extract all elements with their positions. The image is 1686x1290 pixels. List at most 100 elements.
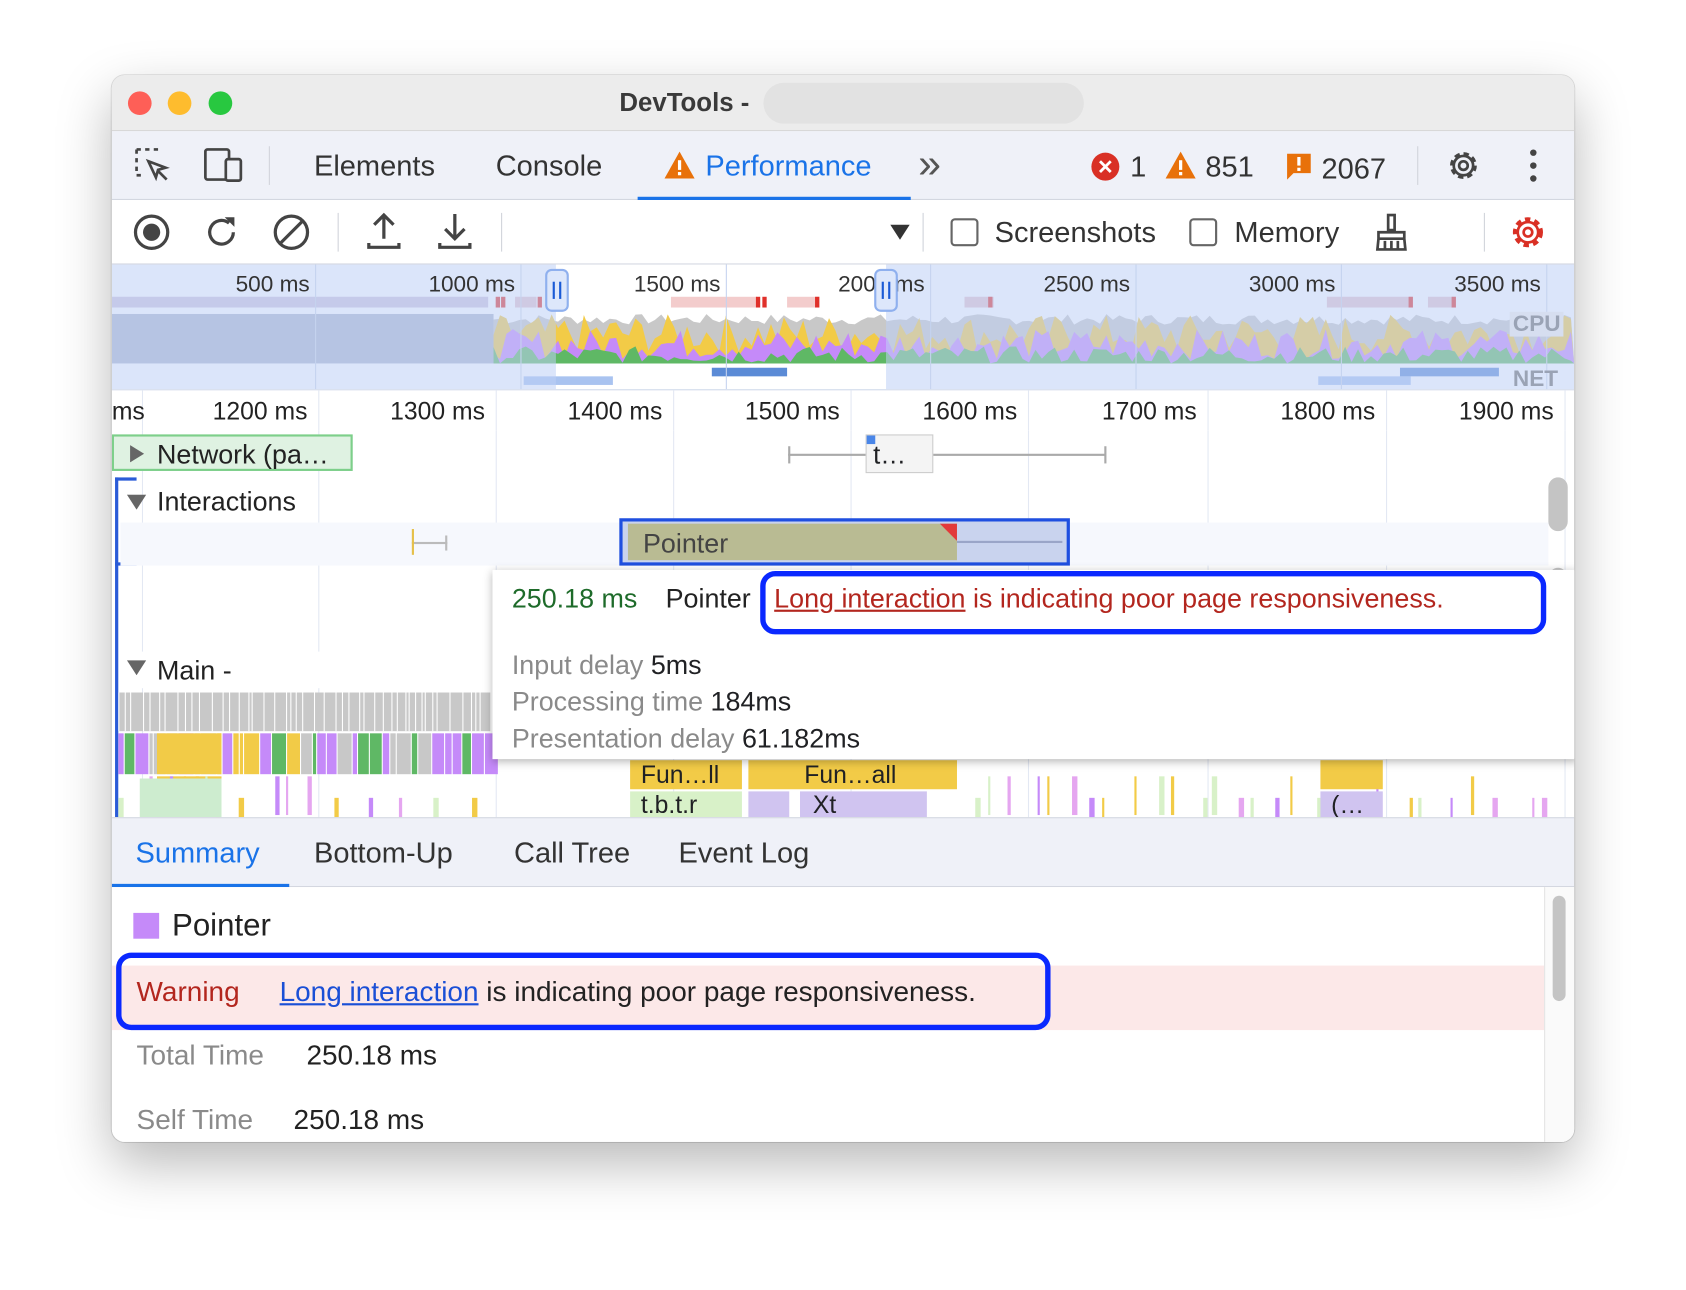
interactions-track-header[interactable]: Interactions (125, 486, 448, 518)
issues-icon[interactable] (1285, 152, 1313, 182)
record-icon[interactable] (132, 213, 171, 252)
flame-event[interactable] (1238, 797, 1245, 818)
warning-count[interactable]: 851 (1205, 150, 1254, 183)
flame-event[interactable] (260, 733, 271, 775)
tab-summary[interactable]: Summary (111, 818, 290, 888)
flame-event[interactable] (326, 733, 337, 775)
flame-event[interactable] (411, 733, 418, 775)
flame-event[interactable] (239, 733, 244, 775)
flame-event[interactable]: Fun…all (748, 760, 957, 790)
summary-scrollbar[interactable] (1544, 887, 1575, 1142)
long-interaction-link[interactable]: Long interaction (279, 975, 479, 1008)
flame-event[interactable] (1047, 776, 1050, 816)
tab-call-tree[interactable]: Call Tree (513, 836, 631, 869)
flame-event[interactable] (472, 797, 478, 818)
screenshots-checkbox[interactable] (950, 218, 979, 247)
flame-event[interactable] (1532, 797, 1535, 818)
timeline-overview[interactable]: 500 ms 1000 ms 1500 ms 2000 ms 2500 ms 3000 m… (111, 264, 1575, 390)
flame-event[interactable] (272, 733, 287, 775)
flame-event[interactable] (1037, 776, 1040, 816)
collect-garbage-broom-icon[interactable] (1372, 213, 1411, 252)
flame-event[interactable]: (… (1320, 791, 1383, 818)
flame-event[interactable] (275, 776, 280, 816)
network-track-header[interactable]: Network (pa… (111, 434, 353, 471)
flame-event[interactable] (1159, 776, 1165, 816)
flame-event[interactable] (433, 797, 439, 818)
flame-event[interactable] (287, 733, 300, 775)
flame-event[interactable] (156, 733, 222, 775)
flame-event[interactable] (462, 733, 471, 775)
error-count[interactable]: 1 (1130, 150, 1147, 183)
download-icon[interactable] (437, 211, 474, 252)
long-interaction-link[interactable]: Long interaction (774, 583, 966, 614)
flame-event[interactable] (135, 733, 149, 775)
device-toolbar-icon[interactable] (202, 146, 245, 185)
flame-event[interactable] (1470, 776, 1475, 816)
flame-event[interactable] (233, 733, 239, 775)
flame-event[interactable] (1317, 797, 1322, 818)
flame-event[interactable] (1275, 797, 1280, 818)
selection-left-handle[interactable] (545, 268, 569, 312)
short-interaction-whisker[interactable] (411, 529, 448, 555)
flame-event[interactable] (382, 733, 390, 775)
error-icon[interactable] (1090, 152, 1120, 182)
flame-event[interactable]: Xt (799, 791, 927, 818)
flame-event[interactable] (975, 797, 981, 818)
flame-event[interactable] (1409, 797, 1413, 818)
issues-count[interactable]: 2067 (1321, 152, 1387, 185)
flame-event[interactable] (139, 778, 222, 818)
flame-event[interactable] (1541, 797, 1548, 818)
main-flame-chart[interactable] (118, 692, 1548, 818)
flame-event[interactable] (369, 733, 382, 775)
flame-event[interactable] (118, 797, 124, 818)
flame-event[interactable] (1007, 776, 1011, 816)
flame-event[interactable]: t.b.t.r (630, 791, 742, 818)
flame-event[interactable] (118, 733, 124, 775)
tracks-scrollbar[interactable] (1548, 477, 1568, 532)
screenshots-label[interactable]: Screenshots (994, 216, 1157, 249)
flame-event[interactable] (286, 776, 289, 816)
network-request-bar[interactable]: t… (865, 434, 934, 474)
flame-event[interactable] (1418, 797, 1422, 818)
clear-icon[interactable] (272, 213, 311, 252)
main-track-header[interactable]: Main - (124, 651, 491, 689)
flame-event[interactable] (1320, 760, 1383, 790)
flame-event[interactable] (337, 733, 352, 775)
capture-settings-gear-icon[interactable] (1509, 213, 1548, 252)
flame-event[interactable] (1089, 797, 1095, 818)
flame-event[interactable] (124, 733, 135, 775)
flame-event[interactable] (118, 692, 491, 732)
pointer-interaction-bar[interactable]: Pointer (619, 518, 1070, 566)
flame-event[interactable] (301, 733, 312, 775)
flame-event[interactable] (312, 733, 317, 775)
flame-event[interactable] (358, 733, 369, 775)
flame-event[interactable]: Fun…ll (630, 760, 742, 790)
flame-event[interactable] (149, 733, 153, 775)
flame-event[interactable] (317, 733, 326, 775)
reload-record-icon[interactable] (202, 213, 241, 252)
flame-event[interactable] (1203, 797, 1208, 818)
settings-gear-icon[interactable] (1444, 146, 1483, 185)
flame-event[interactable] (1134, 776, 1137, 816)
flame-event[interactable] (1250, 797, 1254, 818)
inspect-element-icon[interactable] (133, 146, 172, 185)
flame-event[interactable] (748, 791, 790, 818)
selection-right-handle[interactable] (874, 268, 898, 312)
flame-event[interactable] (988, 776, 991, 816)
tab-event-log[interactable]: Event Log (678, 836, 810, 869)
flame-event[interactable] (1072, 776, 1078, 816)
upload-icon[interactable] (366, 211, 403, 252)
maximize-window-button[interactable] (208, 91, 233, 116)
flame-event[interactable] (368, 797, 374, 818)
more-options-icon[interactable] (1525, 148, 1542, 185)
flame-event[interactable] (1102, 797, 1105, 818)
flame-event[interactable] (244, 733, 260, 775)
flame-event[interactable] (398, 797, 403, 818)
tab-elements[interactable]: Elements (313, 149, 436, 182)
flame-event[interactable] (1450, 797, 1453, 818)
flame-event[interactable] (1170, 776, 1175, 816)
more-tabs-button[interactable]: » (918, 141, 942, 188)
memory-label[interactable]: Memory (1234, 216, 1340, 249)
flame-event[interactable] (334, 797, 339, 818)
flame-event[interactable] (1211, 776, 1218, 816)
